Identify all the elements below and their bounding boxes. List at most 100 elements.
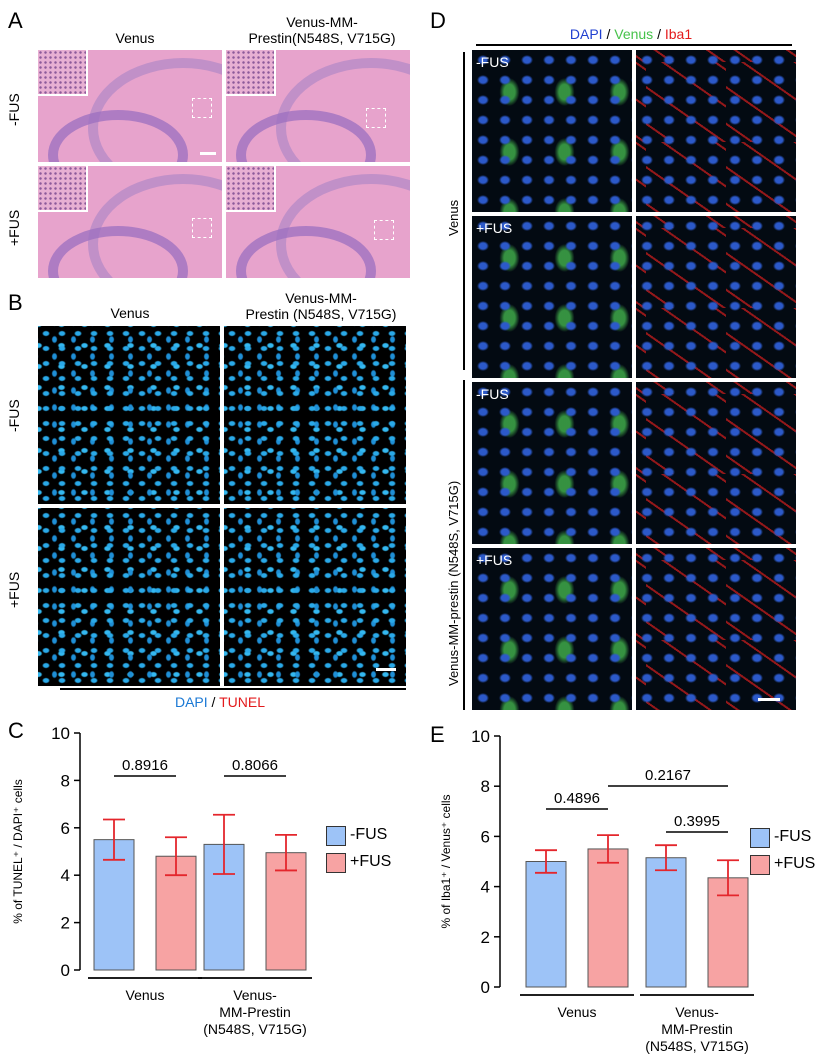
stain-separator: / [207, 694, 220, 710]
panel-b-col-title-prestin: Venus-MM- Prestin (N548S, V715G) [245, 290, 397, 322]
y-tick-label: 8 [61, 771, 70, 790]
y-tick-label: 10 [51, 724, 70, 743]
y-tick-label: 6 [61, 819, 70, 838]
fluo-image-venus-plus-fus-red [636, 216, 796, 378]
category-label: Venus [558, 1004, 597, 1020]
tunel-image-prestin-plus-fus [224, 508, 406, 686]
panel-d-stain-legend: DAPI / Venus / Iba1 [470, 26, 792, 42]
legend-label-minus-fus: -FUS [774, 828, 812, 845]
legend-swatch-minus-fus [750, 828, 770, 848]
panel-d-top-bracket [476, 44, 792, 46]
fluo-image-venus-minus-fus-red [636, 50, 796, 212]
roi-box [366, 108, 386, 128]
fluo-image-prestin-plus-fus-green: +FUS [472, 548, 632, 710]
p-value-label: 0.8066 [232, 757, 278, 774]
category-label: Venus- [675, 1004, 719, 1020]
category-label: Venus [126, 987, 165, 1003]
panel-a-col-title-venus: Venus [115, 30, 155, 46]
stain-separator: / [602, 26, 615, 42]
panel-d-group-label-prestin: Venus-MM-prestin (N548S, V715G) [446, 480, 461, 686]
y-tick-label: 8 [481, 777, 490, 796]
scale-bar [376, 668, 396, 671]
he-image-venus-minus-fus [38, 50, 222, 162]
legend-label-plus-fus: +FUS [350, 853, 392, 870]
stain-separator: / [653, 26, 665, 42]
fluo-image-prestin-minus-fus-green: -FUS [472, 382, 632, 544]
roi-box [374, 220, 394, 240]
category-label: MM-Prestin [661, 1021, 733, 1037]
fluo-image-prestin-minus-fus-red [636, 382, 796, 544]
panel-b-stain-legend: DAPI / TUNEL [0, 694, 440, 710]
zoom-inset [38, 166, 88, 212]
panel-label-d: D [430, 8, 446, 33]
p-value-label: 0.2167 [645, 767, 691, 784]
stain-dapi: DAPI [569, 26, 603, 42]
y-tick-label: 4 [61, 866, 70, 885]
category-label: Venus- [233, 987, 277, 1003]
row-label: +FUS [476, 220, 513, 236]
panel-b-row-label-minus-fus: -FUS [6, 399, 22, 432]
panel-b-bracket [60, 688, 406, 690]
p-value-label: 0.4896 [554, 790, 600, 807]
stain-iba1: Iba1 [664, 26, 693, 42]
panel-label-a: A [8, 8, 23, 33]
bar-plus-fus [265, 852, 307, 971]
bar-plus-fus [587, 848, 629, 988]
row-label: -FUS [476, 386, 509, 402]
legend-swatch-minus-fus [326, 826, 346, 846]
panel-label-e: E [430, 722, 445, 747]
panel-label-c: C [8, 718, 24, 743]
bar-minus-fus [645, 857, 687, 988]
stain-tunel: TUNEL [219, 694, 265, 710]
tunel-image-venus-minus-fus [38, 326, 220, 504]
he-image-prestin-plus-fus [226, 166, 410, 278]
zoom-inset [226, 166, 276, 212]
he-image-venus-plus-fus [38, 166, 222, 278]
roi-box [192, 218, 212, 238]
zoom-inset [226, 50, 276, 96]
row-label: -FUS [476, 54, 509, 70]
y-tick-label: 2 [61, 914, 70, 933]
tunel-image-prestin-minus-fus [224, 326, 406, 504]
chart-e: 0 2 4 6 8 10 % of Iba1⁺ / Venus⁺ cells Venus Ven… [439, 727, 754, 1054]
category-label: (N548S, V715G) [203, 1021, 307, 1037]
panel-b-col-title-venus: Venus [110, 305, 150, 321]
panel-label-b: B [8, 290, 23, 315]
panel-a-row-label-plus-fus: +FUS [6, 209, 22, 246]
zoom-inset [38, 50, 88, 96]
y-tick-label: 0 [481, 978, 490, 997]
y-tick-label: 0 [61, 961, 70, 980]
p-value-label: 0.3995 [674, 813, 720, 830]
row-label: +FUS [476, 552, 513, 568]
fluo-image-venus-minus-fus-green: -FUS [472, 50, 632, 212]
y-axis-label: % of Iba1⁺ / Venus⁺ cells [439, 794, 453, 928]
he-image-prestin-minus-fus [226, 50, 410, 162]
fluo-image-prestin-plus-fus-red [636, 548, 796, 710]
panel-d-group-bracket-prestin [463, 380, 465, 710]
stain-dapi: DAPI [174, 694, 208, 710]
roi-box [192, 98, 212, 118]
panel-a-row-label-minus-fus: -FUS [6, 93, 22, 126]
category-label: MM-Prestin [219, 1004, 291, 1020]
fluo-image-venus-plus-fus-green: +FUS [472, 216, 632, 378]
panel-d-group-label-venus: Venus [446, 199, 461, 236]
panel-b-row-label-plus-fus: +FUS [6, 571, 22, 608]
y-axis-label: % of TUNEL⁺ / DAPI⁺ cells [11, 779, 25, 924]
legend-label-plus-fus: +FUS [774, 855, 816, 872]
y-tick-label: 10 [471, 727, 490, 746]
category-label: (N548S, V715G) [645, 1038, 749, 1054]
legend-swatch-plus-fus [326, 853, 346, 873]
stain-venus: Venus [614, 26, 654, 42]
legend-label-minus-fus: -FUS [350, 826, 388, 843]
y-tick-label: 4 [481, 878, 490, 897]
scale-bar [758, 698, 780, 701]
panel-a-col-title-prestin: Venus-MM- Prestin(N548S, V715G) [248, 14, 396, 46]
bar-minus-fus [525, 861, 567, 988]
panel-d-group-bracket-venus [463, 52, 465, 370]
scale-bar [200, 152, 216, 155]
tunel-image-venus-plus-fus [38, 508, 220, 686]
y-tick-label: 6 [481, 827, 490, 846]
legend-swatch-plus-fus [750, 855, 770, 875]
chart-c: 0 2 4 6 8 10 % of TUNEL⁺ / DAPI⁺ cells Venus Ven… [11, 724, 312, 1037]
p-value-label: 0.8916 [122, 757, 168, 774]
